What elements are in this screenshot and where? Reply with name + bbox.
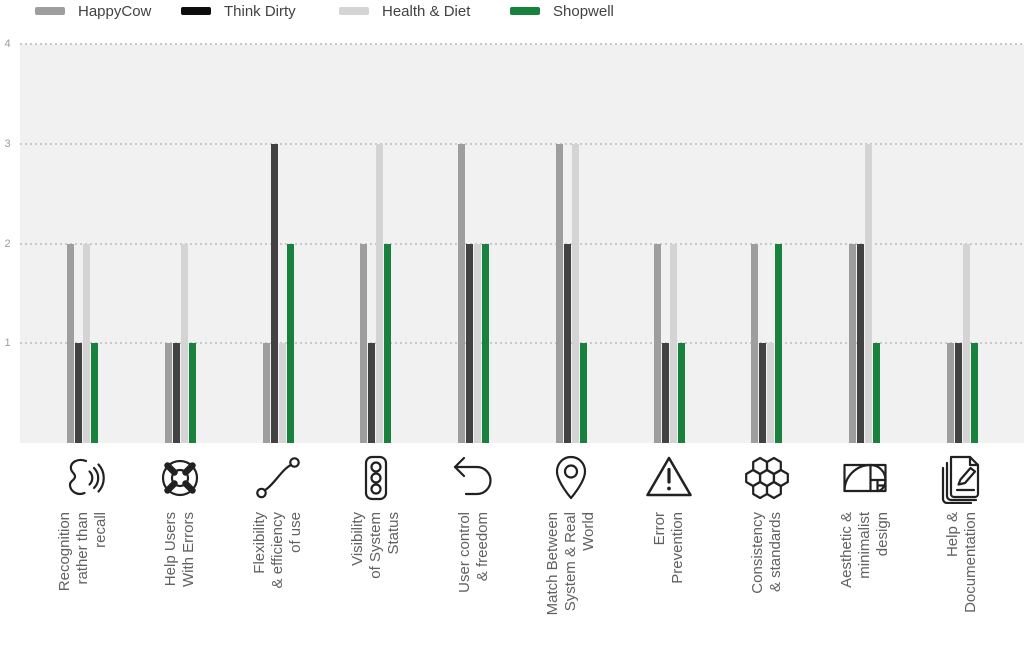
legend-swatch-shopwell (510, 7, 540, 15)
bar-think-dirty (368, 343, 376, 443)
bar-happycow (555, 143, 563, 443)
traffic-light-icon (350, 452, 402, 504)
category-label-user-control: User control & freedom (455, 512, 491, 593)
bar-health-diet (376, 143, 384, 443)
lifebuoy-icon (154, 452, 206, 504)
gridline-2 (20, 242, 1024, 245)
bar-think-dirty (466, 243, 473, 443)
bar-health-diet (962, 243, 970, 443)
bar-shopwell (775, 243, 783, 443)
bar-shopwell (970, 343, 978, 443)
y-axis-tick: 4 (4, 38, 11, 50)
map-pin-icon (545, 452, 597, 504)
bar-health-diet (83, 243, 90, 443)
gridline-1 (20, 342, 1024, 345)
category-label-help-users: Help Users With Errors (162, 512, 198, 587)
bar-shopwell (482, 243, 489, 443)
y-axis-tick: 3 (4, 137, 11, 150)
bar-happycow (849, 243, 856, 443)
legend-label: Health & Diet (382, 2, 471, 20)
bar-think-dirty (75, 343, 82, 443)
bar-happycow (653, 243, 661, 443)
bar-shopwell (91, 343, 98, 443)
category-label-consistency: Consistency & standards (748, 512, 784, 594)
honeycomb-icon (741, 452, 793, 504)
category-label-visibility: Visibility of System Status (348, 512, 402, 579)
category-label-flexibility: Flexibility & efficiency of use (251, 512, 304, 589)
bar-happycow (458, 143, 465, 443)
bar-shopwell (384, 243, 392, 443)
documents-pencil-icon (936, 452, 988, 504)
bar-health-diet (180, 243, 188, 443)
legend-label: HappyCow (78, 2, 152, 20)
bar-think-dirty (954, 343, 962, 443)
warning-triangle-icon (643, 452, 695, 504)
gridline-3 (20, 142, 1024, 145)
undo-arrow-icon (448, 452, 500, 504)
trend-line-icon (252, 452, 304, 504)
bar-happycow (164, 343, 172, 443)
legend-item-happycow: HappyCow (35, 2, 151, 20)
bar-happycow (946, 343, 954, 443)
bar-happycow (751, 243, 759, 443)
bar-think-dirty (857, 243, 864, 443)
legend-label: Shopwell (553, 2, 614, 20)
bar-health-diet (669, 243, 677, 443)
bar-think-dirty (661, 343, 669, 443)
bar-think-dirty (172, 343, 180, 443)
legend-swatch-happycow (35, 7, 65, 15)
gridline-4 (20, 43, 1024, 45)
speech-voice-icon (57, 452, 109, 504)
bar-think-dirty (270, 143, 278, 443)
bar-health-diet (865, 143, 872, 443)
bar-shopwell (873, 343, 880, 443)
y-axis-tick: 2 (4, 237, 11, 250)
y-axis-tick: 1 (4, 337, 11, 350)
bar-shopwell (579, 343, 587, 443)
category-label-help-: Help & Documentation (944, 512, 980, 613)
legend-swatch-health-diet (339, 7, 369, 15)
bar-shopwell (677, 343, 685, 443)
category-label-match-between: Match Between System & Real World (544, 512, 598, 616)
legend-item-think-dirty: Think Dirty (181, 2, 296, 20)
bar-health-diet (767, 343, 775, 443)
golden-ratio-icon (839, 452, 891, 504)
bar-think-dirty (563, 243, 571, 443)
bar-happycow (360, 243, 368, 443)
bar-health-diet (278, 343, 286, 443)
bar-happycow (67, 243, 74, 443)
bar-happycow (262, 343, 270, 443)
bar-health-diet (571, 143, 579, 443)
legend-swatch-think-dirty (181, 7, 211, 15)
bar-health-diet (474, 243, 481, 443)
bar-shopwell (188, 343, 196, 443)
category-label-error: Error Prevention (651, 512, 686, 584)
legend-label: Think Dirty (224, 2, 296, 20)
category-label-recognition: Recognition rather than recall (55, 512, 109, 592)
bar-think-dirty (759, 343, 767, 443)
bar-shopwell (286, 243, 294, 443)
legend-item-shopwell: Shopwell (510, 2, 614, 20)
legend-item-health-diet: Health & Diet (339, 2, 470, 20)
category-label-aesthetic-: Aesthetic & minimalist design (837, 512, 891, 588)
